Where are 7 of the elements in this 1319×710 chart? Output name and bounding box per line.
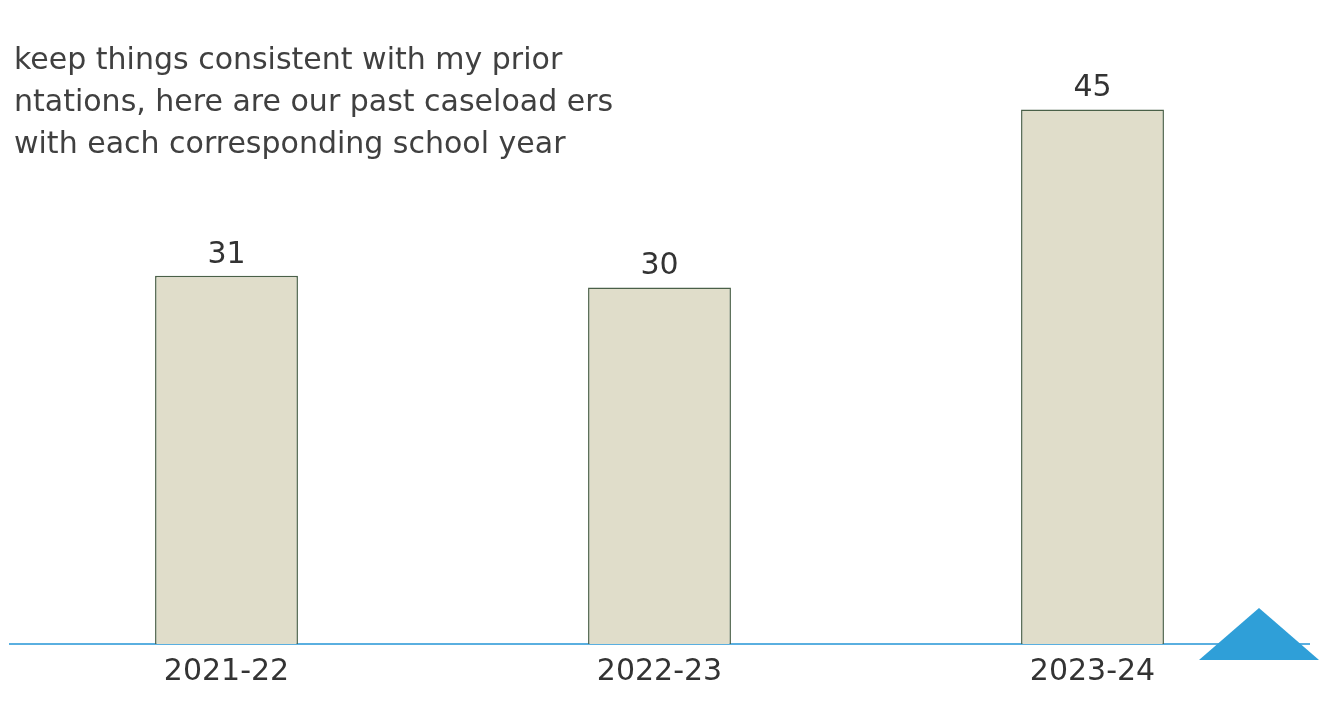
x-tick-label: 2021-22 [163,651,290,687]
x-tick-label: 2022-23 [596,651,723,687]
data-label: 30 [640,246,679,282]
annotation: keep things consistent with my prior ntations, here are our past caseload ers with each corresponding school year [14,40,615,162]
x-tick-label: 2023-24 [1029,651,1156,687]
data-label: 45 [1073,68,1112,104]
data-label: 31 [207,234,246,270]
